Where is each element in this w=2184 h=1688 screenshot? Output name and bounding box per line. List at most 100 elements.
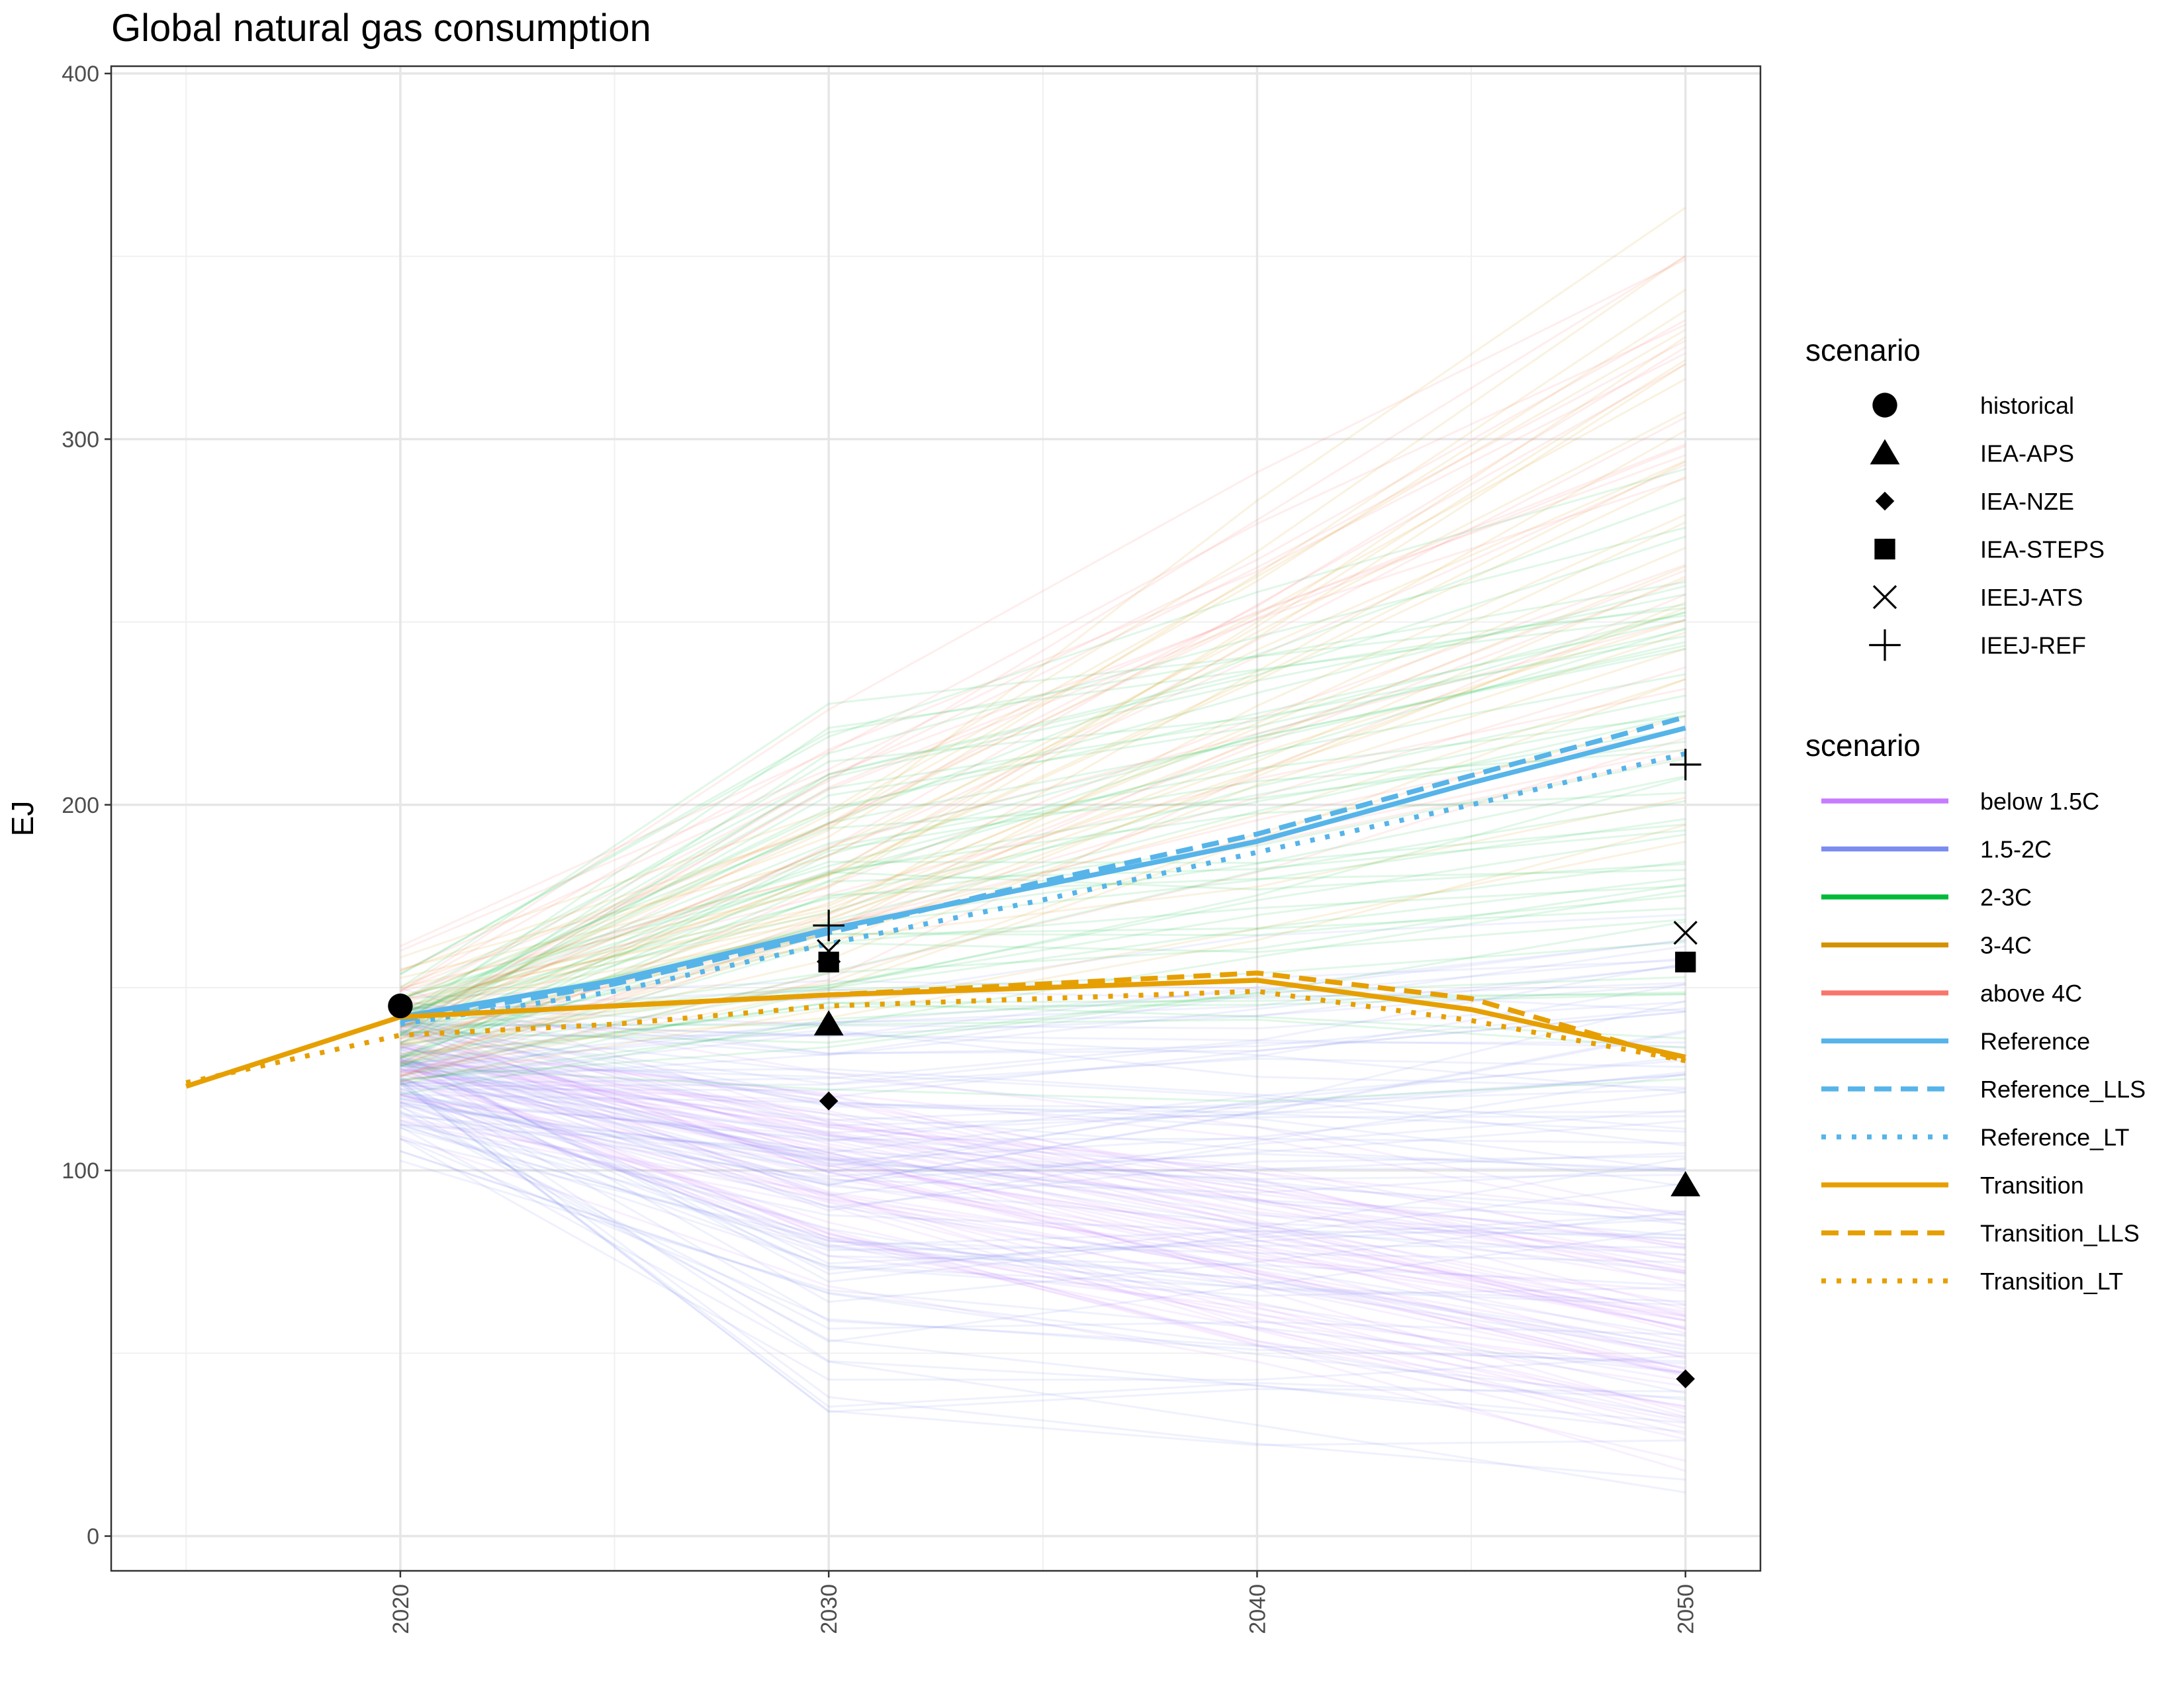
pathway-line: [400, 1101, 1686, 1172]
pathway-line: [400, 585, 1686, 1013]
pathway-line: [400, 476, 1686, 1030]
pathway-line: [400, 581, 1686, 989]
pathway-line: [400, 1094, 1686, 1415]
pathway-line: [400, 611, 1686, 1033]
pathway-line: [400, 1115, 1686, 1374]
pathway-line: [400, 1025, 1686, 1321]
pathway-line: [400, 1065, 1686, 1103]
pathway-line: [400, 459, 1686, 1029]
pathway-line: [400, 1087, 1686, 1307]
legend-key-ieej-ref: [1869, 629, 1901, 661]
pathway-line: [400, 737, 1686, 1076]
pathway-line: [400, 1000, 1686, 1055]
pathway-line: [400, 310, 1686, 988]
pathway-line: [400, 1034, 1686, 1048]
pathway-line: [400, 526, 1686, 1036]
pathway-line: [400, 687, 1686, 1002]
pathway-line: [399, 1080, 1686, 1413]
pathway-line: [400, 1082, 1686, 1134]
pathway-line: [400, 1104, 1686, 1274]
pathway-line: [400, 1150, 1686, 1419]
point-ieej-ats: [817, 939, 841, 963]
scenario-pathways: [399, 207, 1686, 1494]
pathway-line: [400, 1098, 1686, 1145]
pathway-line: [400, 258, 1686, 992]
pathway-line: [400, 628, 1686, 1036]
pathway-line: [400, 1074, 1686, 1329]
pathway-line: [400, 776, 1686, 1036]
pathway-line: [400, 1056, 1686, 1174]
pathway-line: [400, 993, 1686, 1096]
pathway-line: [400, 255, 1686, 1003]
pathway-line: [400, 346, 1686, 991]
pathway-line: [400, 1075, 1686, 1271]
pathway-line: [400, 1063, 1686, 1213]
pathway-line: [400, 673, 1686, 1000]
pathway-line: [400, 889, 1686, 1027]
pathway-line: [400, 1064, 1686, 1360]
legend-shapes: scenario historical IEA-APS IEA-NZE IEA-STE…: [1805, 333, 2105, 661]
pathway-line: [400, 1030, 1686, 1188]
pathway-line: [400, 877, 1686, 1020]
pathway-line: [400, 1105, 1686, 1297]
pathway-line: [400, 1078, 1686, 1365]
pathway-line: [400, 1114, 1686, 1240]
legend-key-iea-aps: [1870, 439, 1900, 465]
pathway-line: [400, 601, 1686, 1066]
pathway-line: [400, 1082, 1686, 1410]
pathway-line: [400, 1078, 1686, 1418]
pathway-line: [400, 1135, 1686, 1462]
pathway-line: [400, 328, 1686, 1029]
pathway-line: [400, 1018, 1686, 1082]
pathway-line: [400, 1058, 1686, 1143]
pathway-line: [400, 792, 1686, 1029]
pathway-line: [400, 1029, 1686, 1085]
pathway-line: [400, 1111, 1686, 1424]
pathway-line: [400, 619, 1686, 1058]
x-tick-label: 2030: [817, 1584, 842, 1634]
pathway-line: [400, 463, 1686, 1015]
pathway-line: [400, 1018, 1686, 1113]
pathway-line: [400, 818, 1686, 1027]
pathway-line: [400, 614, 1686, 1021]
pathway-line: [400, 1031, 1686, 1109]
pathway-line: [400, 1123, 1686, 1225]
legend-label: Reference_LT: [1980, 1124, 2129, 1151]
pathway-line: [400, 1064, 1686, 1423]
pathway-line: [400, 1068, 1686, 1374]
pathway-line: [400, 1047, 1686, 1245]
pathway-line: [400, 1080, 1686, 1433]
legend-label: 1.5-2C: [1980, 836, 2052, 863]
pathway-line: [400, 840, 1686, 1083]
pathway-line: [400, 1070, 1686, 1328]
pathway-line: [400, 647, 1686, 1060]
pathway-line: [400, 416, 1686, 993]
pathway-line: [400, 983, 1686, 1092]
legend-label: 3-4C: [1980, 932, 2032, 959]
pathway-line: [400, 644, 1686, 1018]
pathway-line: [400, 1002, 1686, 1067]
pathway-line: [400, 982, 1686, 1010]
pathway-line: [400, 1042, 1686, 1272]
pathway-line: [400, 1029, 1686, 1089]
pathway-line: [400, 635, 1686, 1015]
y-tick-label: 0: [87, 1524, 99, 1550]
pathway-line: [400, 578, 1686, 1078]
pathway-line: [400, 1020, 1686, 1348]
pathway-line: [400, 1031, 1686, 1094]
pathway-line: [400, 1057, 1686, 1088]
point-historical: [388, 993, 413, 1019]
pathway-line: [400, 965, 1686, 1056]
point-ieej-ref: [813, 910, 844, 941]
pathway-line: [400, 319, 1686, 952]
pathway-line: [400, 1121, 1686, 1436]
pathway-line: [400, 1051, 1686, 1322]
legend-lines: scenario below 1.5C 1.5-2C 2-3C 3-4C above 4…: [1805, 728, 2146, 1295]
pathway-line: [400, 1126, 1686, 1494]
pathway-line: [400, 1019, 1686, 1256]
pathway-line: [400, 1063, 1686, 1407]
pathway-line: [400, 324, 1686, 947]
pathway-line: [400, 939, 1686, 1072]
pathway-line: [400, 607, 1686, 1008]
